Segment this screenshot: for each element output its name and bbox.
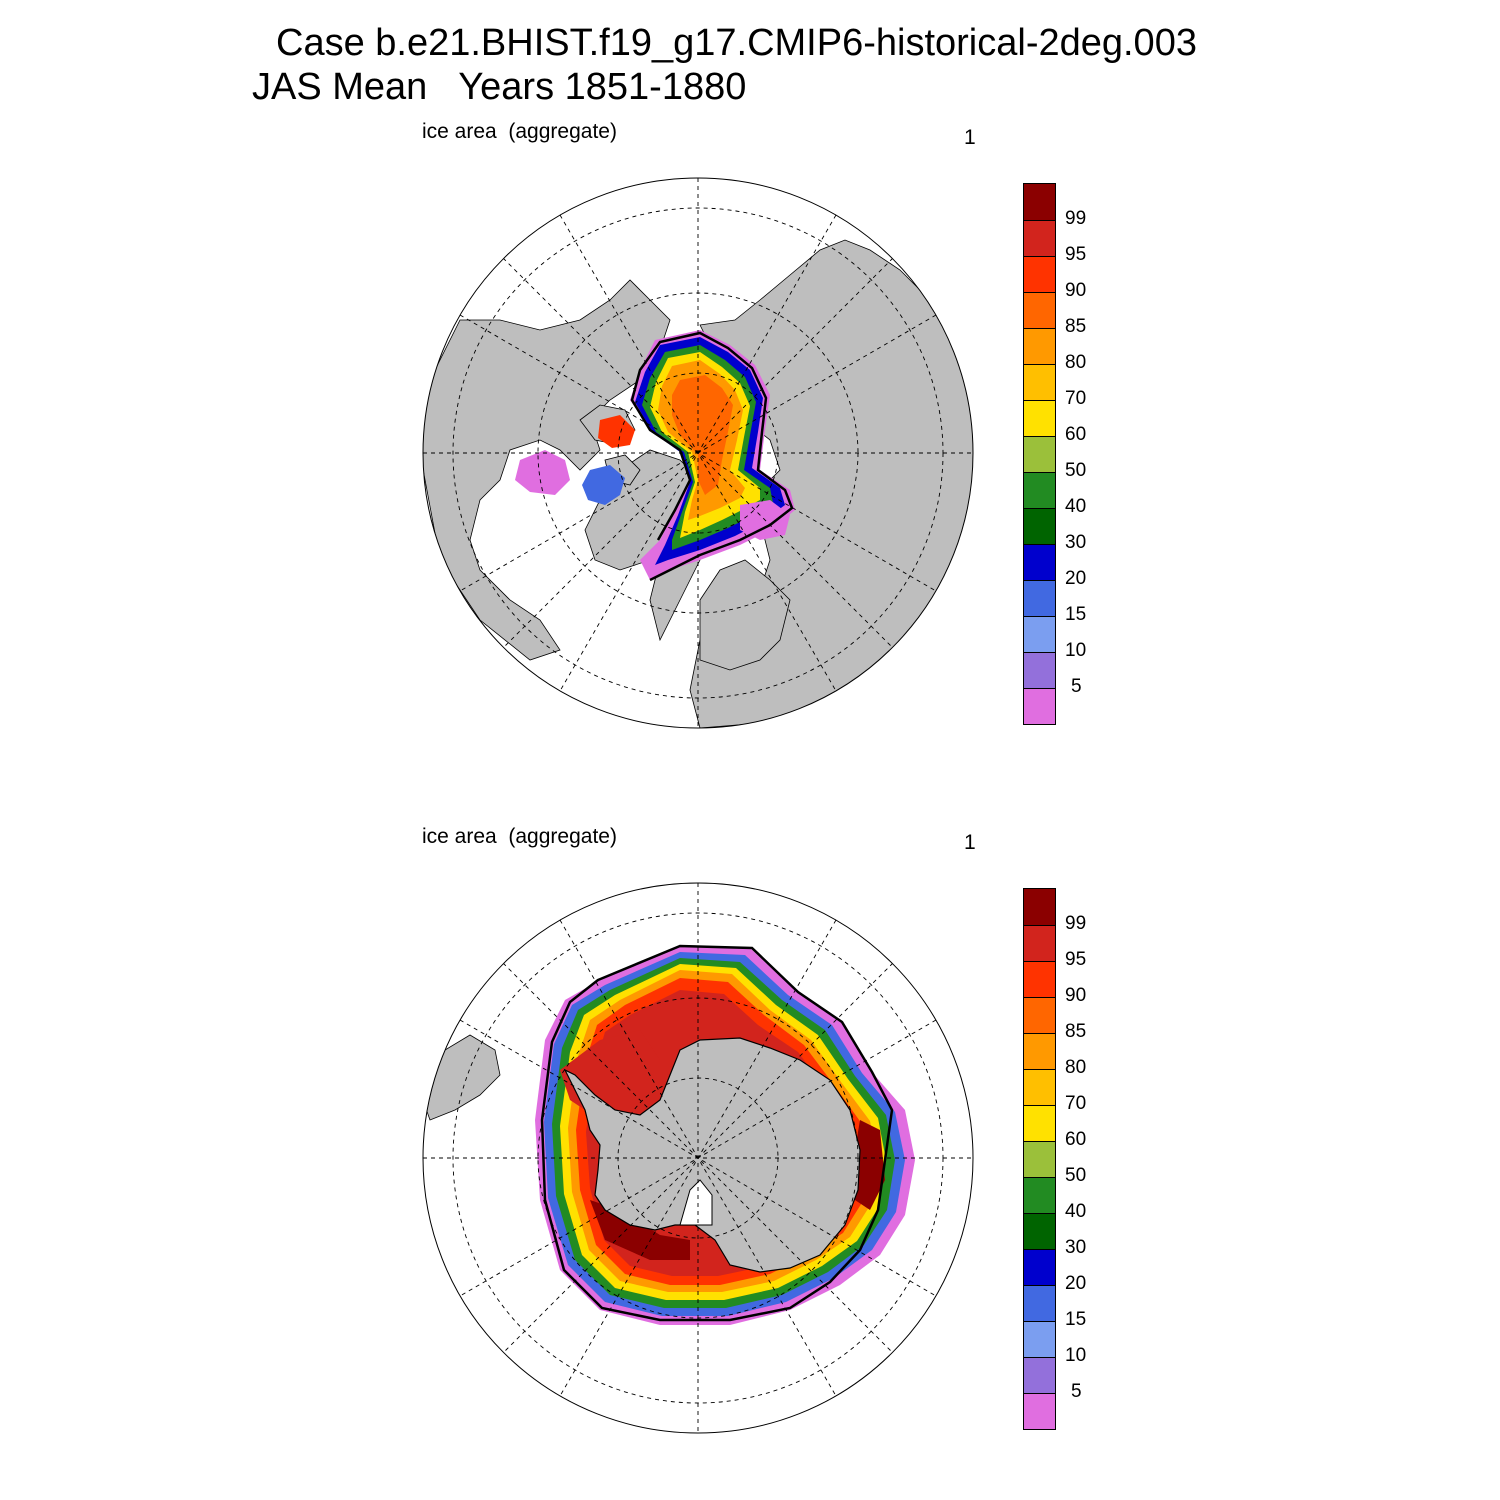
colorbar-label: 50 [1065, 1165, 1087, 1186]
colorbar-label: 60 [1065, 424, 1087, 445]
colorbar-swatch [1024, 688, 1055, 724]
north-polar-map [423, 178, 973, 728]
colorbar-label: 85 [1065, 316, 1087, 337]
colorbar-swatch [1024, 1393, 1055, 1429]
colorbar-label: 60 [1065, 1129, 1087, 1150]
colorbar-swatch [1024, 256, 1055, 292]
colorbar-swatch [1024, 1213, 1055, 1249]
colorbar-label: 90 [1065, 280, 1087, 301]
colorbar-swatch [1024, 364, 1055, 400]
colorbar-label: 70 [1065, 388, 1087, 409]
colorbar-swatch [1024, 925, 1055, 961]
colorbar-swatch [1024, 652, 1055, 688]
colorbar-swatch [1024, 889, 1055, 925]
south-graticule [423, 883, 973, 1433]
figure-title-line-1: Case b.e21.BHIST.f19_g17.CMIP6-historica… [276, 22, 1197, 64]
colorbar-label: 30 [1065, 532, 1087, 553]
north-colorbar-boxes [1023, 183, 1056, 725]
colorbar-swatch [1024, 1249, 1055, 1285]
colorbar-swatch [1024, 961, 1055, 997]
colorbar-swatch [1024, 220, 1055, 256]
colorbar-swatch [1024, 292, 1055, 328]
colorbar-label: 70 [1065, 1093, 1087, 1114]
colorbar-swatch [1024, 997, 1055, 1033]
south-colorbar-boxes [1023, 888, 1056, 1430]
colorbar-label: 20 [1065, 1273, 1087, 1294]
north-map-border [422, 177, 974, 729]
colorbar-label: 99 [1065, 208, 1087, 229]
colorbar-label: 80 [1065, 352, 1087, 373]
colorbar-label: 15 [1065, 1309, 1087, 1330]
colorbar-swatch [1024, 1141, 1055, 1177]
colorbar-swatch [1024, 1177, 1055, 1213]
colorbar-swatch [1024, 544, 1055, 580]
colorbar-label: 30 [1065, 1237, 1087, 1258]
colorbar-label: 20 [1065, 568, 1087, 589]
north-panel-number: 1 [964, 126, 976, 149]
colorbar-label: 5 [1071, 1381, 1082, 1402]
colorbar-swatch [1024, 1069, 1055, 1105]
colorbar-label: 99 [1065, 913, 1087, 934]
colorbar-swatch [1024, 400, 1055, 436]
figure-title-line-2: JAS Mean Years 1851-1880 [252, 66, 747, 108]
colorbar-label: 10 [1065, 1345, 1087, 1366]
colorbar-label: 40 [1065, 496, 1087, 517]
colorbar-label: 90 [1065, 985, 1087, 1006]
colorbar-label: 95 [1065, 949, 1087, 970]
colorbar-label: 40 [1065, 1201, 1087, 1222]
colorbar-label: 15 [1065, 604, 1087, 625]
colorbar-swatch [1024, 508, 1055, 544]
colorbar-swatch [1024, 436, 1055, 472]
north-graticule [423, 178, 973, 728]
colorbar-swatch [1024, 1357, 1055, 1393]
north-ice-edge-contour [630, 331, 794, 582]
north-panel-title: ice area (aggregate) [422, 120, 617, 143]
colorbar-swatch [1024, 1033, 1055, 1069]
colorbar-swatch [1024, 1285, 1055, 1321]
colorbar-swatch [1024, 616, 1055, 652]
colorbar-label: 5 [1071, 676, 1082, 697]
colorbar-swatch [1024, 472, 1055, 508]
south-panel-number: 1 [964, 831, 976, 854]
colorbar-label: 80 [1065, 1057, 1087, 1078]
colorbar-label: 50 [1065, 460, 1087, 481]
south-polar-map [423, 883, 973, 1433]
south-map-border [422, 882, 974, 1434]
colorbar-swatch [1024, 1321, 1055, 1357]
south-panel-title: ice area (aggregate) [422, 825, 617, 848]
colorbar-swatch [1024, 580, 1055, 616]
colorbar-label: 95 [1065, 244, 1087, 265]
antarctica-land [563, 1037, 861, 1273]
colorbar-label: 10 [1065, 640, 1087, 661]
colorbar-swatch [1024, 328, 1055, 364]
ross-ice-shelf [679, 1179, 713, 1226]
colorbar-label: 85 [1065, 1021, 1087, 1042]
colorbar-swatch [1024, 1105, 1055, 1141]
south-ice-edge-contour [540, 944, 894, 1322]
colorbar-swatch [1024, 184, 1055, 220]
